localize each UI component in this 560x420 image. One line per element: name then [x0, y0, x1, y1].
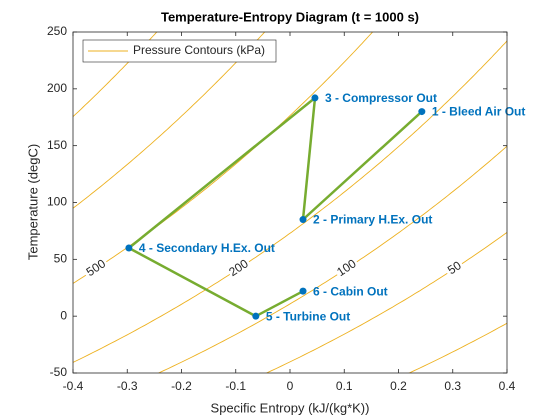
y-tick-label: 0	[60, 308, 67, 322]
axes-box	[72, 31, 508, 374]
x-tick-label: 0.3	[444, 379, 461, 393]
legend-box	[82, 39, 277, 63]
pressure-contour	[408, 322, 507, 373]
state-label: 3 - Compressor Out	[325, 91, 437, 105]
state-point	[418, 108, 426, 116]
y-tick-label: 200	[47, 81, 67, 95]
plot: -0.4 -0.3 -0.2 -0.1 0 0.1 0.2 0.3 0.4 -50 0 50 100 15…	[47, 24, 525, 393]
state-point	[311, 94, 319, 102]
state-label: 2 - Primary H.Ex. Out	[313, 213, 432, 227]
state-point	[252, 312, 260, 320]
x-tick-label: 0.4	[499, 379, 516, 393]
x-tick-label: 0	[287, 379, 294, 393]
x-tick-label: -0.2	[171, 379, 192, 393]
pressure-contour	[157, 145, 507, 373]
x-tick-label: 0.1	[336, 379, 353, 393]
pressure-contour	[73, 32, 374, 284]
x-tick-label: 0.2	[390, 379, 407, 393]
y-tick-label: 150	[47, 138, 67, 152]
state-point	[299, 287, 307, 295]
state-label: 4 - Secondary H.Ex. Out	[139, 241, 275, 255]
y-tick-label: 100	[47, 195, 67, 209]
x-tick-label: -0.1	[225, 379, 246, 393]
x-tick-label: -0.3	[117, 379, 138, 393]
y-tick-label: 250	[47, 24, 67, 38]
plot-area	[73, 32, 507, 373]
state-label: 1 - Bleed Air Out	[432, 105, 526, 119]
legend-label: Pressure Contours (kPa)	[133, 43, 265, 57]
y-tick-label: 50	[54, 252, 68, 266]
y-tick-label: -50	[50, 365, 68, 379]
state-point	[299, 216, 307, 224]
legend: Pressure Contours (kPa)	[82, 39, 277, 63]
state-point	[125, 244, 133, 252]
cycle-line	[127, 96, 423, 318]
chart-title: Temperature-Entropy Diagram (t = 1000 s)	[161, 9, 419, 24]
x-tick-label: -0.4	[63, 379, 84, 393]
state-label: 5 - Turbine Out	[266, 309, 350, 323]
y-axis-label: Temperature (degC)	[25, 144, 40, 260]
state-label: 6 - Cabin Out	[313, 284, 388, 298]
x-axis-label: Specific Entropy (kJ/(kg*K))	[211, 400, 370, 415]
pressure-contour	[265, 231, 507, 373]
